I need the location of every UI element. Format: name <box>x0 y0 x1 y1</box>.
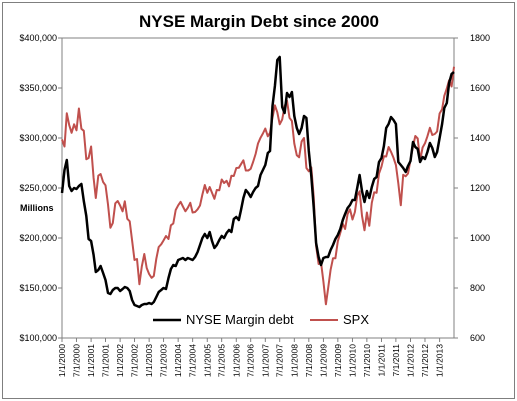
legend-label-spx: SPX <box>343 312 369 327</box>
x-tick-label: 1/1/2002 <box>115 344 125 377</box>
y-tick-label: $400,000 <box>19 33 57 43</box>
y-axis-label: Millions <box>20 203 54 213</box>
y-tick-label: $150,000 <box>19 283 57 293</box>
y2-tick-label: 1600 <box>470 83 490 93</box>
y2-tick-label: 800 <box>470 283 485 293</box>
y2-tick-label: 1000 <box>470 233 490 243</box>
x-tick-label: 1/1/2004 <box>173 344 183 377</box>
x-tick-label: 7/1/2011 <box>391 344 401 377</box>
x-tick-label: 1/1/2006 <box>231 344 241 377</box>
x-tick-label: 1/1/2001 <box>86 344 96 377</box>
left-axis: $100,000 $150,000 $200,000 $250,000 $300,000… <box>19 33 62 343</box>
y-tick-label: $100,000 <box>19 333 57 343</box>
legend-label-nyse-margin-debt: NYSE Margin debt <box>186 312 294 327</box>
x-tick-label: 7/1/2005 <box>217 344 227 377</box>
legend: NYSE Margin debt SPX <box>153 312 369 327</box>
series-line-spx <box>61 66 455 306</box>
chart-title: NYSE Margin Debt since 2000 <box>139 12 379 31</box>
x-tick-label: 7/1/2007 <box>275 344 285 377</box>
x-tick-label: 1/1/2009 <box>318 344 328 377</box>
y-tick-label: $250,000 <box>19 183 57 193</box>
x-tick-label: 7/1/2000 <box>71 344 81 377</box>
x-tick-label: 1/1/2012 <box>406 344 416 377</box>
x-tick-label: 7/1/2006 <box>246 344 256 377</box>
x-tick-label: 7/1/2002 <box>130 344 140 377</box>
series-line-nyse-margin-debt <box>60 55 455 309</box>
x-tick-label: 7/1/2012 <box>420 344 430 377</box>
x-tick-label: 1/1/2003 <box>144 344 154 377</box>
x-tick-label: 1/1/2005 <box>202 344 212 377</box>
x-tick-label: 1/1/2013 <box>435 344 445 377</box>
y2-tick-label: 1400 <box>470 133 490 143</box>
x-tick-label: 1/1/2011 <box>376 344 386 377</box>
y2-tick-label: 1200 <box>470 183 490 193</box>
right-axis: 600 800 1000 1200 1400 1600 1800 <box>454 33 490 343</box>
x-tick-label: 7/1/2004 <box>188 344 198 377</box>
x-tick-label: 1/1/2008 <box>289 344 299 377</box>
y2-tick-label: 600 <box>470 333 485 343</box>
y2-tick-label: 1800 <box>470 33 490 43</box>
y-tick-label: $350,000 <box>19 83 57 93</box>
x-axis: 1/1/2000 7/1/2000 1/1/2001 7/1/2001 1/1/2002… <box>57 338 445 377</box>
x-tick-label: 7/1/2010 <box>362 344 372 377</box>
x-tick-label: 1/1/2000 <box>57 344 67 377</box>
x-tick-label: 7/1/2001 <box>100 344 110 377</box>
y-tick-label: $200,000 <box>19 233 57 243</box>
x-tick-label: 1/1/2010 <box>347 344 357 377</box>
y-tick-label: $300,000 <box>19 133 57 143</box>
x-tick-label: 7/1/2008 <box>304 344 314 377</box>
x-tick-label: 7/1/2009 <box>333 344 343 377</box>
x-tick-label: 7/1/2003 <box>159 344 169 377</box>
plot-area <box>61 37 455 339</box>
x-tick-label: 1/1/2007 <box>260 344 270 377</box>
